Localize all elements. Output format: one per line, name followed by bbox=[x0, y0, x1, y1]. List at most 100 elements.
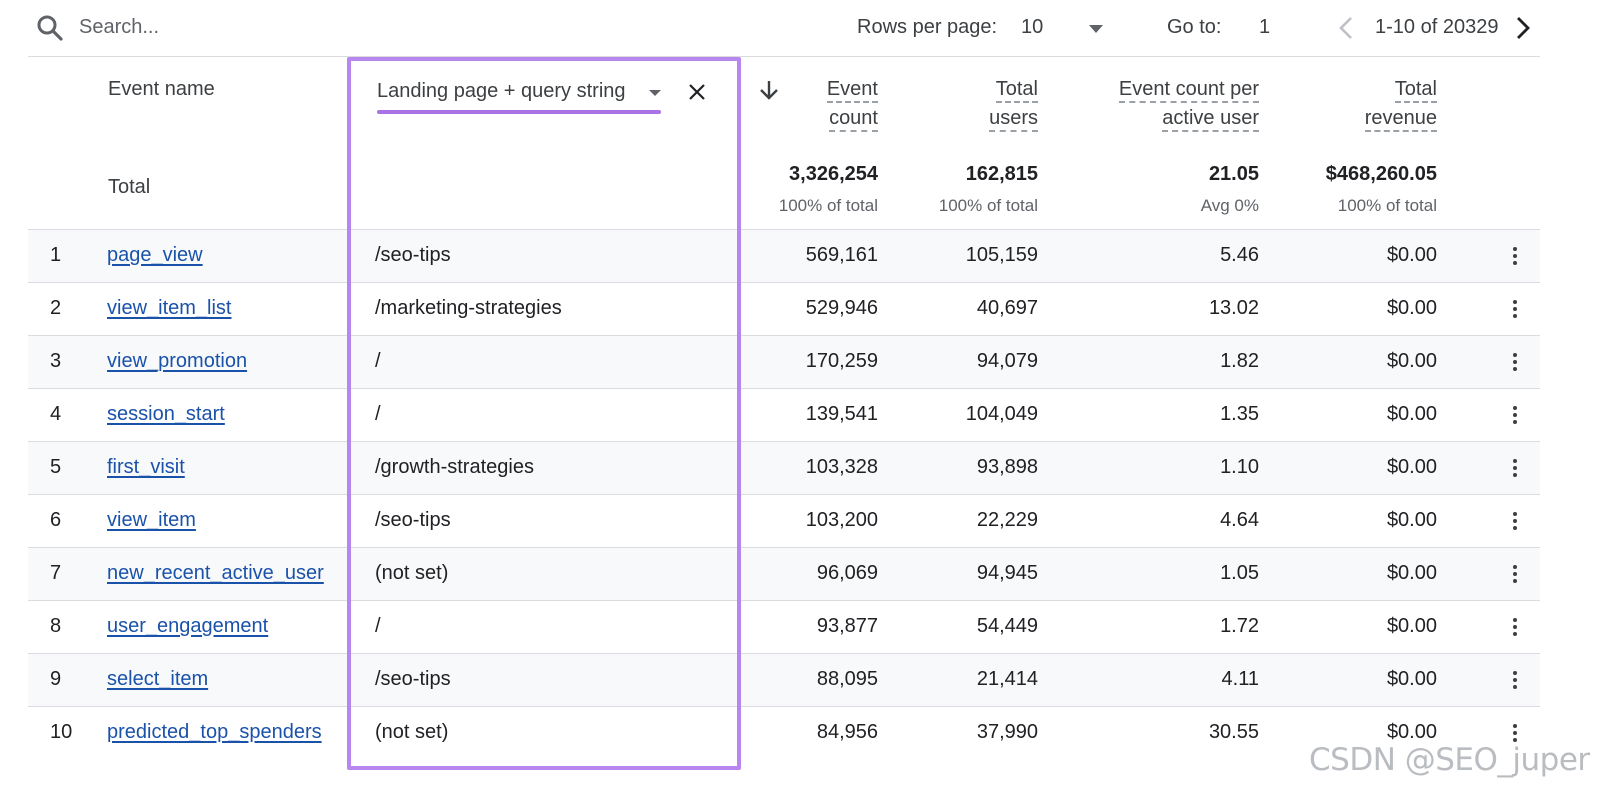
table-row: 2 view_item_list /marketing-strategies 5… bbox=[28, 282, 1540, 335]
total-users-value: 21,414 bbox=[976, 668, 1038, 690]
row-index: 3 bbox=[50, 350, 62, 372]
per-user-value: 1.10 bbox=[1220, 456, 1259, 478]
total-users-value: 94,079 bbox=[976, 350, 1038, 372]
landing-page-value: /seo-tips bbox=[375, 668, 451, 690]
total-event-count: 3,326,254 bbox=[789, 163, 878, 185]
chevron-right-icon[interactable] bbox=[1513, 15, 1533, 41]
event-name-link[interactable]: first_visit bbox=[107, 456, 185, 478]
landing-page-value: (not set) bbox=[375, 562, 449, 584]
totals-label: Total bbox=[108, 176, 151, 198]
total-users-value: 54,449 bbox=[976, 615, 1038, 637]
table-row: 10 predicted_top_spenders (not set) 84,9… bbox=[28, 706, 1540, 759]
revenue-value: $0.00 bbox=[1386, 456, 1437, 478]
event-count-value: 96,069 bbox=[816, 562, 878, 584]
table-row: 4 session_start / 139,541 104,049 1.35 $… bbox=[28, 388, 1540, 441]
more-vert-icon[interactable] bbox=[1511, 406, 1519, 426]
rows-per-page-label: Rows per page: bbox=[857, 16, 998, 38]
revenue-value: $0.00 bbox=[1386, 721, 1437, 743]
more-vert-icon[interactable] bbox=[1511, 565, 1519, 585]
column-header-text: Event count per bbox=[1118, 78, 1259, 103]
event-name-link[interactable]: page_view bbox=[107, 244, 203, 266]
row-index: 6 bbox=[50, 509, 62, 531]
more-vert-icon[interactable] bbox=[1511, 671, 1519, 691]
more-vert-icon[interactable] bbox=[1511, 459, 1519, 479]
landing-page-value: /seo-tips bbox=[375, 244, 451, 266]
total-event-count-sub: 100% of total bbox=[778, 196, 878, 215]
dimension-dropdown[interactable]: Landing page + query string bbox=[377, 78, 663, 118]
row-index: 9 bbox=[50, 668, 62, 690]
event-count-value: 569,161 bbox=[805, 244, 878, 266]
arrow-down-icon[interactable] bbox=[758, 78, 780, 102]
column-header-text: count bbox=[829, 107, 878, 132]
per-user-value: 1.35 bbox=[1220, 403, 1259, 425]
close-icon[interactable] bbox=[686, 81, 708, 103]
column-header-total-revenue[interactable]: Total revenue bbox=[1364, 75, 1437, 133]
more-vert-icon[interactable] bbox=[1511, 353, 1519, 373]
column-header-event-count-per-user[interactable]: Event count per active user bbox=[1118, 75, 1259, 133]
table-row: 5 first_visit /growth-strategies 103,328… bbox=[28, 441, 1540, 494]
revenue-value: $0.00 bbox=[1386, 509, 1437, 531]
event-count-value: 170,259 bbox=[805, 350, 878, 372]
toolbar-divider bbox=[28, 56, 1540, 57]
total-users-value: 104,049 bbox=[965, 403, 1038, 425]
event-count-value: 139,541 bbox=[805, 403, 878, 425]
total-revenue: $468,260.05 bbox=[1325, 163, 1437, 185]
revenue-value: $0.00 bbox=[1386, 562, 1437, 584]
more-vert-icon[interactable] bbox=[1511, 724, 1519, 744]
event-name-link[interactable]: select_item bbox=[107, 668, 209, 690]
search-input[interactable]: Search... bbox=[79, 16, 160, 38]
go-to-input[interactable]: 1 bbox=[1259, 16, 1271, 38]
event-count-value: 93,877 bbox=[816, 615, 878, 637]
event-name-link[interactable]: session_start bbox=[107, 403, 225, 425]
event-name-link[interactable]: view_item bbox=[107, 509, 196, 531]
table-row: 9 select_item /seo-tips 88,095 21,414 4.… bbox=[28, 653, 1540, 706]
table-body: 1 page_view /seo-tips 569,161 105,159 5.… bbox=[28, 229, 1540, 759]
per-user-value: 4.11 bbox=[1221, 668, 1259, 690]
more-vert-icon[interactable] bbox=[1511, 247, 1519, 267]
row-index: 4 bbox=[50, 403, 62, 425]
total-per-user-sub: Avg 0% bbox=[1200, 196, 1259, 215]
event-name-link[interactable]: predicted_top_spenders bbox=[107, 721, 322, 743]
column-header-event-count[interactable]: Event count bbox=[826, 75, 878, 133]
table-row: 8 user_engagement / 93,877 54,449 1.72 $… bbox=[28, 600, 1540, 653]
caret-down-icon[interactable] bbox=[649, 90, 661, 96]
event-name-link[interactable]: view_item_list bbox=[107, 297, 232, 319]
revenue-value: $0.00 bbox=[1386, 244, 1437, 266]
event-count-value: 103,200 bbox=[805, 509, 878, 531]
event-name-link[interactable]: new_recent_active_user bbox=[107, 562, 324, 584]
per-user-value: 5.46 bbox=[1220, 244, 1259, 266]
column-header-total-users[interactable]: Total users bbox=[989, 75, 1038, 133]
column-header-event-name[interactable]: Event name bbox=[108, 78, 215, 100]
event-name-link[interactable]: view_promotion bbox=[107, 350, 248, 372]
landing-page-value: /marketing-strategies bbox=[375, 297, 562, 319]
per-user-value: 13.02 bbox=[1208, 297, 1259, 319]
revenue-value: $0.00 bbox=[1386, 403, 1437, 425]
rows-per-page-select[interactable]: 10 bbox=[1021, 16, 1044, 38]
revenue-value: $0.00 bbox=[1386, 350, 1437, 372]
landing-page-value: /growth-strategies bbox=[375, 456, 534, 478]
revenue-value: $0.00 bbox=[1386, 668, 1437, 690]
table-row: 6 view_item /seo-tips 103,200 22,229 4.6… bbox=[28, 494, 1540, 547]
more-vert-icon[interactable] bbox=[1511, 300, 1519, 320]
row-index: 7 bbox=[50, 562, 62, 584]
event-count-value: 103,328 bbox=[805, 456, 878, 478]
landing-page-value: (not set) bbox=[375, 721, 449, 743]
landing-page-value: / bbox=[375, 403, 381, 425]
more-vert-icon[interactable] bbox=[1511, 618, 1519, 638]
total-users-sub: 100% of total bbox=[938, 196, 1038, 215]
total-users-value: 93,898 bbox=[976, 456, 1038, 478]
chevron-left-icon[interactable] bbox=[1336, 15, 1356, 41]
column-header-text: Event bbox=[826, 78, 878, 103]
per-user-value: 1.82 bbox=[1220, 350, 1259, 372]
more-vert-icon[interactable] bbox=[1511, 512, 1519, 532]
caret-down-icon[interactable] bbox=[1089, 25, 1103, 33]
search-icon[interactable] bbox=[36, 14, 64, 42]
total-users-value: 37,990 bbox=[976, 721, 1038, 743]
pagination-range: 1-10 of 20329 bbox=[1375, 16, 1499, 38]
total-users-value: 22,229 bbox=[976, 509, 1038, 531]
row-index: 8 bbox=[50, 615, 62, 637]
row-index: 1 bbox=[50, 244, 62, 266]
table-toolbar: Search... Rows per page: 10 Go to: 1 1-1… bbox=[0, 0, 1600, 56]
column-header-text: active user bbox=[1162, 107, 1259, 132]
event-name-link[interactable]: user_engagement bbox=[107, 615, 269, 637]
